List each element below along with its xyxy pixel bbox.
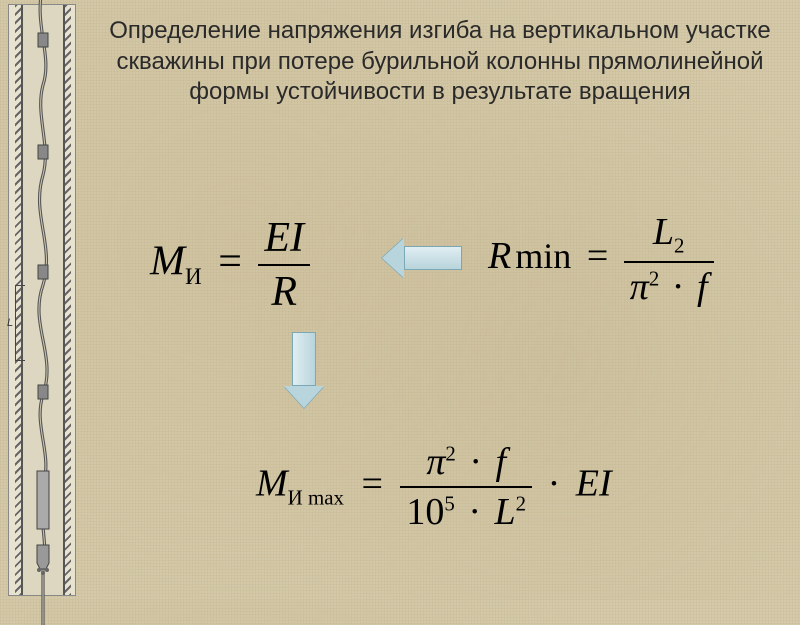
L-sup-2: 2: [516, 491, 526, 515]
pi-sup-2: 2: [649, 266, 659, 290]
fraction-pi2f-over-1e5L2: π2 · f 105 · L2: [400, 440, 532, 534]
var-R: R: [488, 235, 511, 277]
numerator: L2: [624, 210, 714, 261]
equals-sign: =: [353, 463, 390, 505]
equation-r-min: Rmin = L2 π2 · f: [488, 210, 714, 309]
numerator-EI: EI: [258, 214, 310, 264]
var-M: M: [256, 463, 288, 505]
pi: π: [426, 441, 445, 483]
pi: π: [630, 266, 649, 308]
subscript-Imax: И max: [288, 485, 344, 509]
page-title: Определение напряжения изгиба на вертика…: [100, 16, 780, 108]
numerator: π2 · f: [400, 440, 532, 486]
subscript-2: 2: [674, 234, 684, 258]
length-dimension-label: L: [7, 317, 13, 329]
var-M: M: [150, 239, 185, 285]
suffix-min: min: [511, 236, 571, 276]
drillstring-curve: [23, 0, 63, 625]
wellbore-walls: [21, 5, 65, 595]
equation-m-max: MИ max = π2 · f 105 · L2 · EI: [256, 440, 612, 534]
wellbore-diagram: L: [8, 4, 76, 596]
length-dimension-bracket: [15, 285, 25, 361]
var-L: L: [653, 211, 674, 253]
subscript-I: И: [185, 263, 202, 289]
denominator-R: R: [258, 264, 310, 316]
var-f: f: [697, 266, 708, 308]
ten-sup-5: 5: [444, 491, 454, 515]
ten: 10: [406, 491, 444, 533]
dot: ·: [465, 441, 486, 483]
fraction-EI-over-R: EI R: [258, 214, 310, 316]
tail-EI: EI: [576, 463, 612, 505]
dot: ·: [542, 463, 567, 505]
denominator: 105 · L2: [400, 486, 532, 534]
denominator: π2 · f: [624, 261, 714, 309]
equals-sign: =: [581, 235, 614, 277]
arrow-down-icon: [284, 332, 324, 408]
equals-sign: =: [212, 239, 248, 285]
fraction-L2-over-pi2f: L2 π2 · f: [624, 210, 714, 309]
pi-sup-2: 2: [445, 441, 455, 465]
dot: ·: [669, 266, 688, 308]
arrow-left-icon: [382, 238, 462, 278]
var-L: L: [494, 491, 515, 533]
var-f: f: [496, 441, 507, 483]
dot: ·: [464, 491, 485, 533]
equation-bending-moment: MИ = EI R: [150, 214, 310, 316]
